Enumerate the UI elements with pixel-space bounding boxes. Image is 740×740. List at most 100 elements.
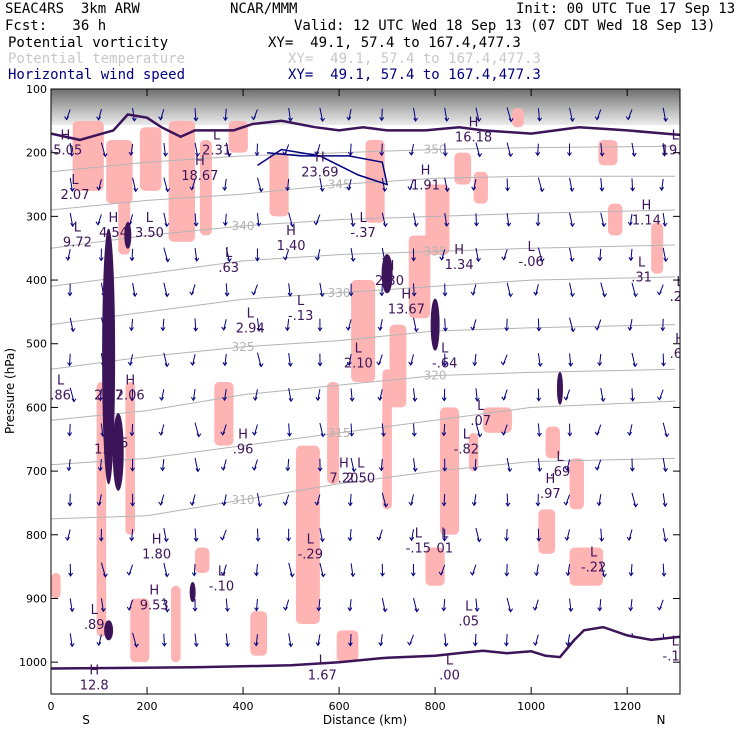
wind-vector <box>256 352 262 367</box>
wind-vector <box>349 529 352 541</box>
wind-vector <box>316 494 321 506</box>
wind-vector <box>194 108 197 121</box>
theta-contour-label: 340 <box>232 219 255 233</box>
wind-vector-head <box>413 117 419 122</box>
wind-vector <box>163 282 168 297</box>
pv-extremum-kind: L <box>146 211 154 226</box>
theta-contour-label: 315 <box>328 426 351 440</box>
wind-vector <box>381 492 387 507</box>
wind-vector-head <box>320 117 326 123</box>
wind-vector-head <box>630 397 636 402</box>
wind-vector-head <box>133 188 139 193</box>
wind-vector <box>69 598 73 612</box>
wind-vector-head <box>220 431 226 436</box>
wind-vector-head <box>411 432 417 437</box>
pv-extremum-value: -.10 <box>209 580 234 595</box>
wind-vector <box>131 248 134 261</box>
wind-vector <box>630 564 633 576</box>
wind-vector <box>413 597 418 612</box>
pv-extremum-value: .26 <box>670 290 691 305</box>
wind-vector-head <box>193 117 199 122</box>
pv-extremum-value: -.22 <box>581 560 606 575</box>
pv-extremum-kind: L <box>355 342 363 357</box>
wind-vector <box>191 179 196 190</box>
pv-extremum-kind: L <box>247 307 255 322</box>
pv-extremum-kind: L <box>218 565 226 580</box>
wind-vector-head <box>165 188 171 193</box>
wind-vector <box>629 213 633 226</box>
field-label-pv: Potential vorticity <box>8 35 169 51</box>
wind-vector-head <box>442 292 448 297</box>
pv-extremum-value: .69 <box>550 465 571 480</box>
pv-positive-patch <box>171 585 181 663</box>
wind-vector <box>443 599 446 611</box>
wind-vector-head <box>67 502 73 507</box>
wind-vector <box>350 457 355 472</box>
wind-vector-head <box>64 116 69 121</box>
pv-extremum-value: .89 <box>84 618 105 633</box>
wind-vector <box>255 634 258 646</box>
pv-positive-patch <box>538 509 556 554</box>
terrain-layer <box>51 625 680 694</box>
wind-vector-head <box>442 327 448 332</box>
wind-vector-head <box>97 397 103 402</box>
wind-vector-head <box>474 222 479 227</box>
wind-vector <box>224 108 227 121</box>
wind-vector-head <box>102 153 108 158</box>
wind-vector-head <box>599 152 605 157</box>
wind-vector-head <box>660 327 666 332</box>
wind-vector <box>319 562 324 577</box>
wind-vector <box>410 494 415 506</box>
wind-vector-head <box>412 397 418 402</box>
wind-vector-head <box>378 642 384 647</box>
wind-vector-head <box>628 572 634 577</box>
wind-vector-head <box>656 291 662 296</box>
wind-vector-head <box>471 186 477 191</box>
pv-extremum-value: 1.34 <box>445 258 474 273</box>
wind-vector-head <box>191 572 197 577</box>
field-xy-wind: XY= 49.1, 57.4 to 167.4,477.3 <box>288 67 541 83</box>
wind-vector-head <box>506 222 512 227</box>
wind-vector <box>256 318 260 332</box>
wind-vector-head <box>287 432 292 437</box>
wind-vector <box>506 213 510 227</box>
wind-vector <box>69 353 71 366</box>
wind-vector-head <box>567 152 572 157</box>
wind-vector <box>317 389 321 401</box>
wind-vector-head <box>601 223 607 228</box>
pv-extremum-value: 9.72 <box>63 236 92 251</box>
wind-vector <box>444 212 448 227</box>
wind-vector-head <box>226 258 232 263</box>
theta-contour-label: 310 <box>232 493 255 507</box>
wind-vector <box>600 143 603 156</box>
wind-vector-head <box>226 152 232 158</box>
pv-extremum-kind: L <box>307 533 315 548</box>
wind-vector-head <box>594 466 600 471</box>
pv-extremum-kind: H <box>421 163 431 178</box>
wind-vector-head <box>597 607 603 612</box>
x-axis-south-label: S <box>82 713 90 727</box>
pv-positive-patch <box>327 381 340 484</box>
wind-vector-head <box>627 431 632 437</box>
wind-vector-head <box>314 256 320 261</box>
pv-extremum-value: 1.80 <box>142 548 171 563</box>
pv-extremum-kind: L <box>672 128 680 143</box>
wind-vector-head <box>565 572 571 577</box>
upper-stratosphere-shading <box>51 89 680 125</box>
wind-vector <box>99 458 102 471</box>
wind-vector-head <box>537 117 543 122</box>
wind-vector-head <box>477 433 483 438</box>
wind-vector <box>100 598 104 612</box>
wind-vector <box>99 388 102 401</box>
wind-vector <box>287 458 290 471</box>
wind-vector <box>413 317 417 332</box>
wind-vector-head <box>129 397 135 402</box>
pv-positive-patch <box>72 120 104 191</box>
wind-vector <box>163 528 167 542</box>
pv-extremum-kind: L <box>638 256 646 271</box>
wind-vector <box>194 528 197 542</box>
wind-vector <box>661 178 664 191</box>
wind-vector-head <box>190 396 196 402</box>
wind-vector-head <box>413 328 419 333</box>
wind-vector-head <box>597 362 602 367</box>
